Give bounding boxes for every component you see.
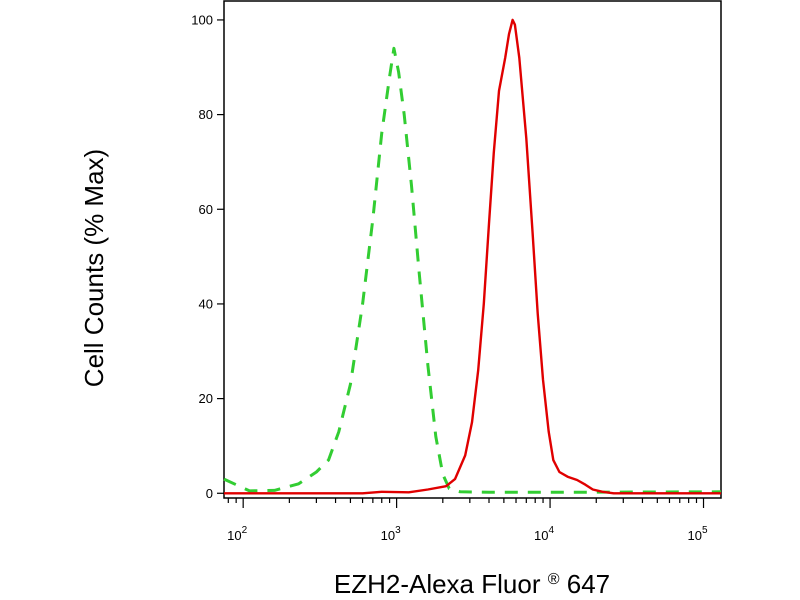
- x-axis-title: EZH2-Alexa Fluor ® 647: [334, 560, 610, 599]
- y-tick-label: 40: [199, 296, 213, 311]
- x-axis-title-tail: 647: [567, 569, 610, 599]
- x-axis: 102 103 104 105: [227, 498, 708, 543]
- y-axis-title: Cell Counts (% Max): [79, 149, 109, 387]
- x-tick-label: 103: [381, 525, 401, 543]
- x-tick-label: 102: [227, 525, 247, 543]
- y-tick-label: 0: [206, 486, 213, 501]
- x-tick-base: 10: [688, 528, 702, 543]
- series-layer: [223, 18, 722, 495]
- x-tick-base: 10: [227, 528, 241, 543]
- y-tick-label: 20: [199, 391, 213, 406]
- series-line-1: [223, 46, 722, 494]
- x-tick-base: 10: [381, 528, 395, 543]
- y-tick-label: 80: [199, 107, 213, 122]
- x-tick-exponent: 3: [395, 525, 401, 536]
- x-tick-exponent: 2: [242, 525, 248, 536]
- registered-mark: ®: [548, 571, 560, 588]
- x-tick-label: 104: [534, 525, 554, 543]
- x-tick-base: 10: [534, 528, 548, 543]
- y-tick-label: 100: [191, 12, 213, 27]
- series-line-2: [224, 18, 721, 495]
- x-tick-exponent: 5: [702, 525, 708, 536]
- x-axis-title-main: EZH2-Alexa Fluor: [334, 569, 541, 599]
- y-axis: 0 20 40 60 80 100: [191, 12, 224, 501]
- x-tick-label: 105: [688, 525, 708, 543]
- x-tick-exponent: 4: [549, 525, 555, 536]
- plot-frame: [223, 0, 722, 499]
- y-tick-label: 60: [199, 202, 213, 217]
